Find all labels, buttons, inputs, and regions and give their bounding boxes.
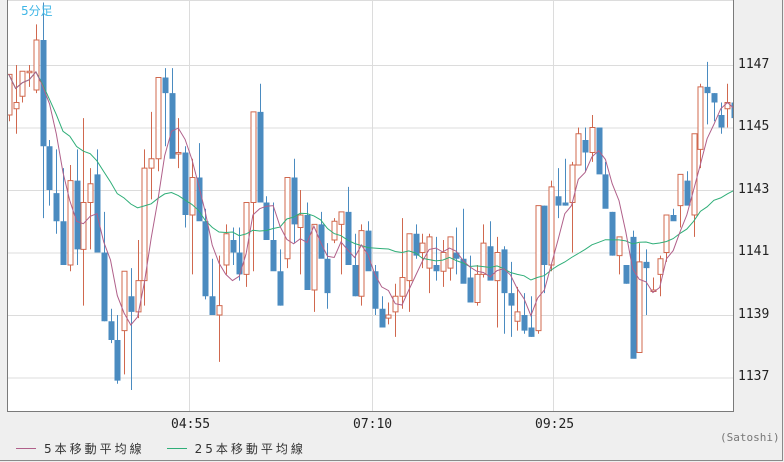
legend: 5本移動平均線 25本移動平均線 [16,440,328,457]
legend-label-ma5: 5本移動平均線 [44,442,145,456]
legend-item-ma5: 5本移動平均線 [16,440,145,457]
y-tick-1139: 1139 [738,307,770,322]
y-tick-1137: 1137 [738,369,770,384]
plot-area[interactable]: 5分足 [7,0,734,412]
x-tick-0455: 04:55 [171,417,211,432]
ma5-swatch-icon [16,448,36,449]
legend-item-ma25: 25本移動平均線 [166,440,306,457]
y-tick-1147: 1147 [738,57,770,72]
candlestick-plot [8,0,733,411]
x-tick-0925: 09:25 [535,417,575,432]
timeframe-label: 5分足 [21,4,53,18]
y-tick-1143: 1143 [738,182,770,197]
y-tick-1141: 1141 [738,244,770,259]
legend-label-ma25: 25本移動平均線 [194,442,306,456]
y-tick-1145: 1145 [738,119,770,134]
ma25-swatch-icon [166,448,187,449]
x-tick-0710: 07:10 [353,417,393,432]
credit-label: (Satoshi) [720,431,780,444]
